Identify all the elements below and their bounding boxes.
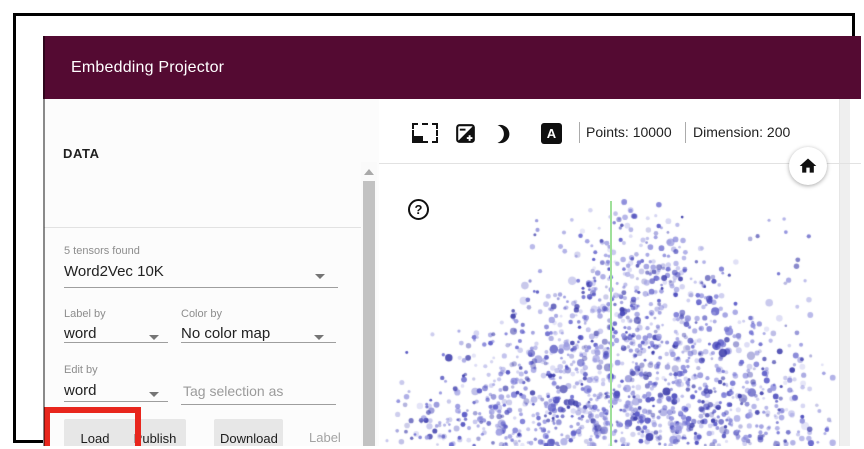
night-mode-icon[interactable] (492, 123, 514, 145)
edit-by-value: word (64, 382, 97, 399)
divider (379, 163, 861, 164)
chevron-down-icon (315, 274, 325, 279)
tag-selection-input[interactable] (181, 379, 335, 403)
tensor-count-label: 5 tensors found (64, 245, 140, 257)
scrollbar-up-arrow-icon[interactable] (364, 169, 374, 175)
scrollbar-thumb[interactable] (363, 181, 375, 446)
embedding-projector-app: Embedding Projector DATA 5 tensors found… (43, 36, 861, 446)
divider (44, 227, 361, 228)
label-button-disabled: Label (309, 430, 341, 445)
label-mode-icon[interactable]: A (541, 123, 562, 144)
download-button[interactable]: Download (214, 419, 283, 446)
label-by-value: word (64, 325, 97, 342)
label-by-label: Label by (64, 308, 106, 320)
embedding-scatter-canvas[interactable] (379, 99, 839, 446)
data-panel-heading: DATA (63, 146, 100, 161)
highlight-box-around-load (44, 407, 141, 446)
projection-viewer: A Points: 10000 Dimension: 200 ? (379, 99, 861, 446)
projection-help-icon[interactable]: ? (408, 199, 429, 220)
selection-mode-icon[interactable] (412, 123, 438, 143)
chevron-down-icon (149, 392, 159, 397)
separator (685, 122, 686, 143)
app-title: Embedding Projector (71, 59, 225, 76)
chevron-down-icon (314, 335, 324, 340)
chevron-down-icon (149, 335, 159, 340)
select-underline (181, 342, 336, 343)
data-panel: DATA 5 tensors found Word2Vec 10K Label … (43, 99, 379, 446)
home-button[interactable] (789, 147, 827, 185)
select-underline (64, 401, 168, 402)
publish-button[interactable]: Publish (124, 419, 186, 446)
app-header: Embedding Projector (43, 36, 861, 99)
select-underline (64, 342, 168, 343)
load-button[interactable]: Load (64, 419, 126, 446)
sidebar-scrollbar[interactable] (361, 162, 377, 446)
right-panel-edge (839, 99, 850, 446)
color-by-label: Color by (181, 308, 222, 320)
select-underline (64, 287, 338, 288)
screenshot-frame: Embedding Projector DATA 5 tensors found… (13, 13, 861, 446)
separator (579, 122, 580, 143)
edit-by-label: Edit by (64, 364, 98, 376)
points-stat: Points: 10000 (586, 124, 672, 140)
dimension-stat: Dimension: 200 (693, 124, 791, 140)
tensor-select-value: Word2Vec 10K (64, 263, 164, 280)
exposure-icon[interactable] (455, 123, 476, 144)
color-by-value: No color map (181, 325, 271, 342)
selection-corner (412, 136, 423, 143)
input-underline (181, 404, 336, 405)
app-left-edge (43, 36, 45, 446)
y-axis-line (610, 201, 612, 446)
